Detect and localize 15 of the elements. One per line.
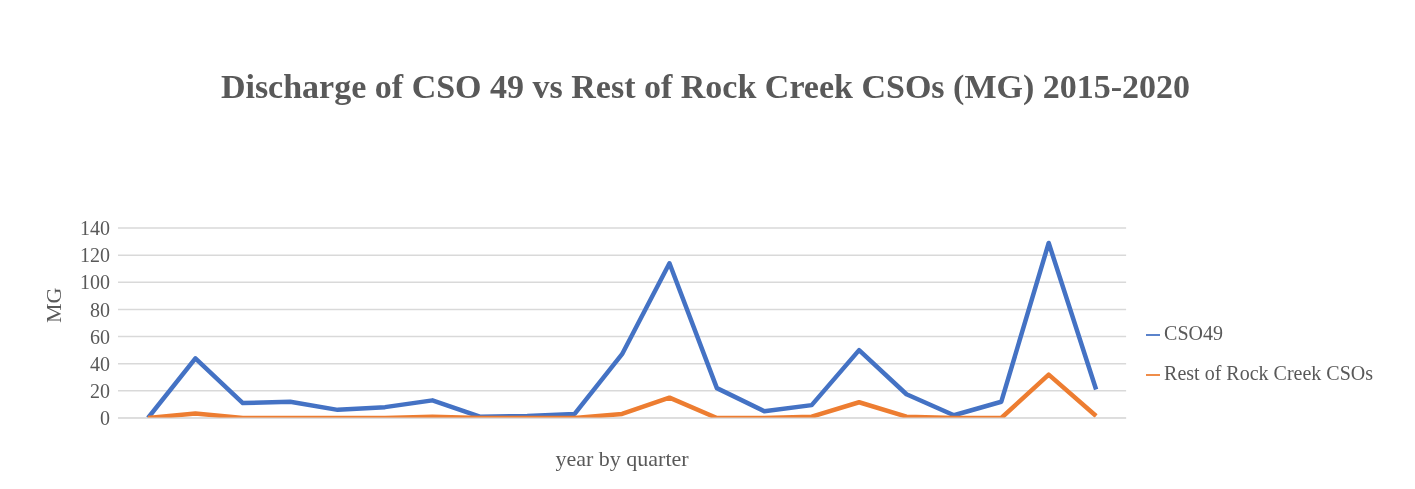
y-tick-label: 60 bbox=[90, 325, 110, 348]
y-tick-label: 40 bbox=[90, 352, 110, 375]
y-tick-label: 140 bbox=[80, 217, 110, 240]
y-tick-label: 20 bbox=[90, 379, 110, 402]
y-axis-title: MG bbox=[40, 287, 66, 323]
y-tick-label: 120 bbox=[80, 244, 110, 267]
y-tick-label: 80 bbox=[90, 298, 110, 321]
y-tick-label: 100 bbox=[80, 271, 110, 294]
y-tick-label: 0 bbox=[100, 407, 110, 430]
line-series bbox=[145, 372, 1099, 418]
line-series bbox=[145, 240, 1099, 418]
legend-label: CSO49 bbox=[1164, 322, 1224, 344]
chart-title: Discharge of CSO 49 vs Rest of Rock Creek CSOs (MG) 2015-2020 bbox=[219, 68, 1192, 107]
x-axis-title: year by quarter bbox=[555, 446, 690, 471]
legend-label: Rest of Rock Creek CSOs bbox=[1164, 362, 1373, 384]
